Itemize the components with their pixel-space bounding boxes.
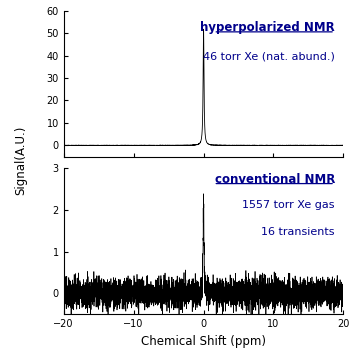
Text: 1557 torr Xe gas: 1557 torr Xe gas [242, 200, 335, 210]
Text: 46 torr Xe (nat. abund.): 46 torr Xe (nat. abund.) [203, 51, 335, 61]
X-axis label: Chemical Shift (ppm): Chemical Shift (ppm) [141, 335, 266, 348]
Text: conventional NMR: conventional NMR [215, 173, 335, 186]
Text: hyperpolarized NMR: hyperpolarized NMR [200, 21, 335, 34]
Text: 16 transients: 16 transients [262, 227, 335, 237]
Text: Signal(A.U.): Signal(A.U.) [14, 126, 27, 195]
